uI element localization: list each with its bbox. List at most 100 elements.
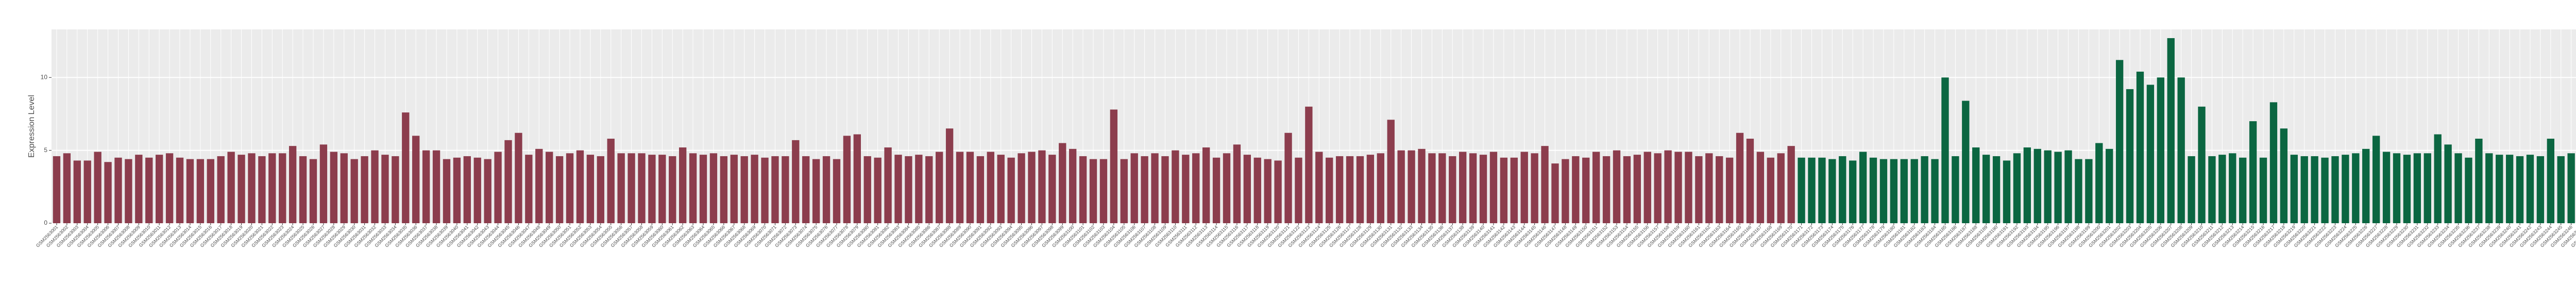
bar (884, 147, 892, 223)
bar (1613, 150, 1621, 223)
bar (1397, 150, 1405, 223)
bar (915, 155, 923, 223)
bar (2075, 159, 2082, 223)
bar (936, 152, 943, 223)
bar (217, 156, 225, 223)
bar (2013, 153, 2021, 223)
bar (1099, 159, 1108, 223)
bar (976, 156, 985, 223)
bar (2269, 102, 2278, 223)
bar (1305, 106, 1313, 223)
bar (1849, 160, 1857, 223)
bar (1992, 156, 2001, 223)
bar (289, 146, 297, 223)
bar (699, 155, 707, 223)
bar (925, 156, 933, 223)
bar (782, 156, 789, 223)
bar (1725, 157, 1734, 223)
bar (833, 159, 841, 223)
bar (2557, 156, 2565, 223)
bar (546, 152, 553, 223)
bar (2382, 152, 2391, 223)
bar (279, 153, 286, 223)
bar (196, 159, 205, 223)
bar (94, 152, 101, 223)
bar (73, 160, 81, 223)
bar (2496, 155, 2503, 223)
bar (361, 156, 368, 223)
bar (1982, 155, 1990, 223)
bar (484, 159, 492, 223)
bar (945, 128, 954, 223)
bar (1736, 132, 1744, 223)
bar (1335, 156, 1344, 223)
y-tick-label: 5 (44, 146, 47, 154)
bar (135, 155, 143, 223)
bar (2259, 157, 2267, 223)
bar (340, 153, 348, 223)
bar (207, 159, 214, 223)
y-axis-label: Expression Level (27, 95, 36, 158)
bar (2424, 153, 2431, 223)
bar (473, 157, 481, 223)
bar (2044, 150, 2052, 223)
bar (432, 150, 440, 223)
bar (2311, 156, 2318, 223)
bar (1859, 152, 1867, 223)
bar (412, 136, 420, 223)
bar (751, 155, 758, 223)
bar (740, 156, 748, 223)
bar (1182, 155, 1190, 223)
bar (114, 157, 122, 223)
bar (1500, 157, 1508, 223)
bar (812, 159, 820, 223)
bar (1243, 155, 1251, 223)
bar (2536, 156, 2545, 223)
bar (1366, 155, 1375, 223)
bar (2157, 77, 2164, 224)
bar (709, 153, 718, 223)
bar (874, 157, 882, 223)
bar (299, 156, 307, 223)
bar (2198, 106, 2206, 223)
bar (1582, 157, 1590, 223)
bar (894, 155, 902, 223)
bar (2115, 60, 2124, 224)
bar (1520, 152, 1528, 223)
bar (1315, 152, 1323, 223)
bar (1941, 77, 1949, 224)
bar (1531, 153, 1538, 223)
bar (853, 134, 861, 223)
bar (1387, 120, 1395, 223)
bar (628, 153, 635, 223)
bar (1151, 153, 1159, 223)
bar (720, 156, 728, 223)
bar (843, 136, 851, 223)
bar (463, 156, 471, 223)
bar (2300, 156, 2308, 223)
bar (1910, 159, 1918, 223)
y-tick-label: 0 (44, 219, 47, 226)
bar (2321, 157, 2329, 223)
bar (1233, 144, 1241, 223)
bar (555, 156, 564, 223)
bar (597, 156, 604, 223)
bar (227, 152, 235, 223)
bar (1921, 156, 1928, 223)
bar (2444, 144, 2452, 223)
bar (392, 156, 399, 223)
bar (1746, 139, 1754, 223)
bar (1952, 156, 1959, 223)
bar (2352, 153, 2360, 223)
bar (63, 153, 71, 223)
bar (2362, 148, 2370, 223)
bar (617, 153, 625, 223)
bar (248, 153, 256, 223)
bar (1643, 152, 1651, 223)
bar (679, 147, 687, 223)
bar (586, 155, 595, 223)
bar (156, 155, 163, 223)
bar (1890, 159, 1898, 223)
bar (863, 156, 871, 223)
